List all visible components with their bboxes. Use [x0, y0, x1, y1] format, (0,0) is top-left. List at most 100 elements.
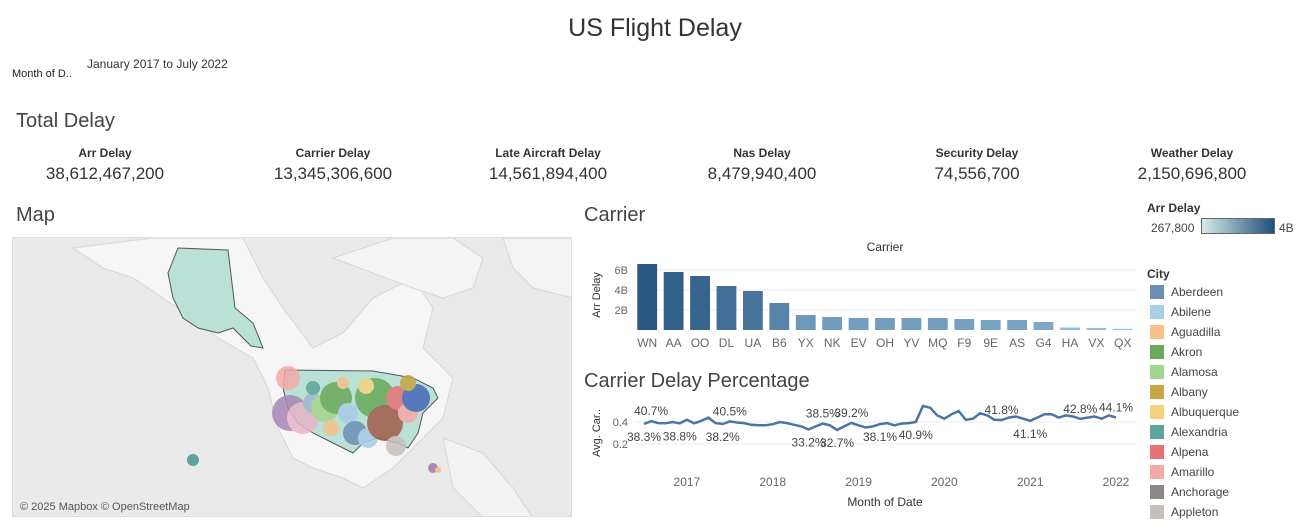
kpi-late-aircraft-delay: Late Aircraft Delay 14,561,894,400: [443, 146, 653, 184]
city-label: Alamosa: [1171, 365, 1218, 379]
date-filter-value[interactable]: January 2017 to July 2022: [87, 57, 228, 71]
city-legend-item[interactable]: Aguadilla: [1150, 322, 1220, 342]
city-label: Akron: [1171, 345, 1203, 359]
bar-ev[interactable]: [848, 318, 869, 330]
bar-vx[interactable]: [1086, 328, 1107, 330]
city-swatch: [1150, 425, 1164, 439]
city-legend-item[interactable]: Alexandria: [1150, 422, 1228, 442]
bar-x-tick: YX: [798, 336, 814, 350]
bar-x-tick: HA: [1062, 336, 1079, 350]
city-swatch: [1150, 485, 1164, 499]
bar-y-axis-label: Arr Delay: [591, 272, 603, 318]
city-legend-title: City: [1147, 267, 1170, 281]
city-legend-item[interactable]: Alamosa: [1150, 362, 1218, 382]
bar-aa[interactable]: [663, 272, 684, 330]
bar-dl[interactable]: [716, 286, 737, 330]
line-data-label: 40.5%: [713, 404, 747, 418]
city-label: Abilene: [1171, 305, 1212, 319]
line-x-tick: 2021: [1017, 475, 1044, 489]
city-swatch: [1150, 305, 1164, 319]
line-x-tick: 2018: [759, 475, 786, 489]
bar-x-tick: DL: [719, 336, 735, 350]
bar-qx[interactable]: [1112, 328, 1133, 330]
bar-x-tick: B6: [772, 336, 787, 350]
line-data-label: 33.2%: [791, 435, 825, 449]
city-swatch: [1150, 465, 1164, 479]
kpi-value: 14,561,894,400: [488, 164, 608, 183]
bar-f9[interactable]: [954, 319, 975, 330]
city-swatch: [1150, 405, 1164, 419]
line-y-tick: 0.4: [613, 417, 628, 429]
city-label: Alpena: [1171, 445, 1209, 459]
line-data-label: 44.1%: [1099, 400, 1133, 414]
kpi-label: Carrier Delay: [295, 146, 371, 160]
kpi-value: 13,345,306,600: [273, 164, 393, 183]
bar-x-tick: YV: [903, 336, 919, 350]
city-label: Aberdeen: [1171, 285, 1224, 299]
bar-x-tick: G4: [1036, 336, 1052, 350]
city-legend-item[interactable]: Amarillo: [1150, 462, 1214, 482]
bar-oo[interactable]: [690, 276, 710, 330]
line-x-tick: 2017: [674, 475, 701, 489]
bar-x-tick: EV: [851, 336, 867, 350]
bar-oh[interactable]: [875, 318, 895, 330]
city-label: Albany: [1171, 385, 1208, 399]
bar-as[interactable]: [1007, 320, 1028, 330]
bar-mq[interactable]: [927, 318, 948, 330]
bar-x-tick: WN: [637, 336, 657, 350]
city-swatch: [1150, 325, 1164, 339]
bar-g4[interactable]: [1033, 322, 1054, 330]
line-data-label: 38.1%: [863, 430, 897, 444]
bar-x-tick: OH: [876, 336, 894, 350]
city-legend-item[interactable]: Albuquerque: [1150, 402, 1239, 422]
line-data-label: 40.9%: [899, 428, 933, 442]
line-data-label: 39.2%: [834, 406, 868, 420]
city-legend-item[interactable]: Anchorage: [1150, 482, 1229, 502]
bar-x-tick: F9: [957, 336, 971, 350]
date-filter-label: Month of D..: [12, 68, 72, 80]
city-label: Amarillo: [1171, 465, 1215, 479]
line-x-tick: 2022: [1103, 475, 1130, 489]
carrier-bar-chart: Carrier Arr Delay 2B 4B 6B WN AA OO DL UA B6 YX NK EV…: [584, 232, 1140, 357]
carrier-delay-line-chart: Avg. Car.. 0.2 0.4 38.3% 40.7% 38.8% 38.2% 40.5…: [584, 396, 1140, 516]
line-data-label: 42.8%: [1063, 402, 1097, 416]
bar-wn[interactable]: [637, 264, 658, 330]
line-series[interactable]: [643, 404, 1117, 432]
map-attribution: © 2025 Mapbox © OpenStreetMap: [20, 501, 190, 513]
kpi-weather-delay: Weather Delay 2,150,696,800: [1087, 146, 1297, 184]
line-y-tick: 0.2: [613, 439, 628, 451]
page-title: US Flight Delay: [568, 14, 742, 42]
bar-x-tick: UA: [745, 336, 762, 350]
map-canvas[interactable]: [13, 238, 572, 517]
line-x-tick: 2019: [845, 475, 872, 489]
map-view[interactable]: [12, 237, 572, 517]
arr-delay-legend-title: Arr Delay: [1147, 201, 1201, 215]
carrier-title: Carrier: [584, 204, 646, 226]
bar-b6[interactable]: [769, 303, 790, 330]
bar-yx[interactable]: [795, 315, 816, 330]
city-legend-item[interactable]: Akron: [1150, 342, 1202, 362]
kpi-nas-delay: Nas Delay 8,479,940,400: [657, 146, 867, 184]
arr-delay-legend-min: 267,800: [1151, 221, 1195, 235]
kpi-arr-delay: Arr Delay 38,612,467,200: [0, 146, 210, 184]
bar-x-tick: VX: [1088, 336, 1104, 350]
carrier-delay-pct-title: Carrier Delay Percentage: [584, 370, 810, 392]
carrier-bar-svg: Carrier Arr Delay 2B 4B 6B WN AA OO DL UA B6 YX NK EV…: [591, 240, 1136, 350]
city-swatch: [1150, 345, 1164, 359]
city-legend-item[interactable]: Abilene: [1150, 302, 1211, 322]
line-data-label: 38.3%: [627, 430, 661, 444]
city-legend-item[interactable]: Albany: [1150, 382, 1208, 402]
city-label: Appleton: [1171, 505, 1219, 519]
bar-x-tick: AS: [1009, 336, 1025, 350]
bar-nk[interactable]: [822, 317, 843, 330]
city-swatch: [1150, 365, 1164, 379]
city-swatch: [1150, 285, 1164, 299]
bar-ha[interactable]: [1060, 327, 1080, 331]
city-legend-item[interactable]: Aberdeen: [1150, 282, 1223, 302]
bar-9e[interactable]: [980, 320, 1001, 330]
city-label: Albuquerque: [1171, 405, 1240, 419]
bar-yv[interactable]: [901, 318, 922, 330]
bar-ua[interactable]: [742, 291, 763, 330]
city-legend-item[interactable]: Alpena: [1150, 442, 1208, 462]
city-legend-item[interactable]: Appleton: [1150, 502, 1218, 522]
